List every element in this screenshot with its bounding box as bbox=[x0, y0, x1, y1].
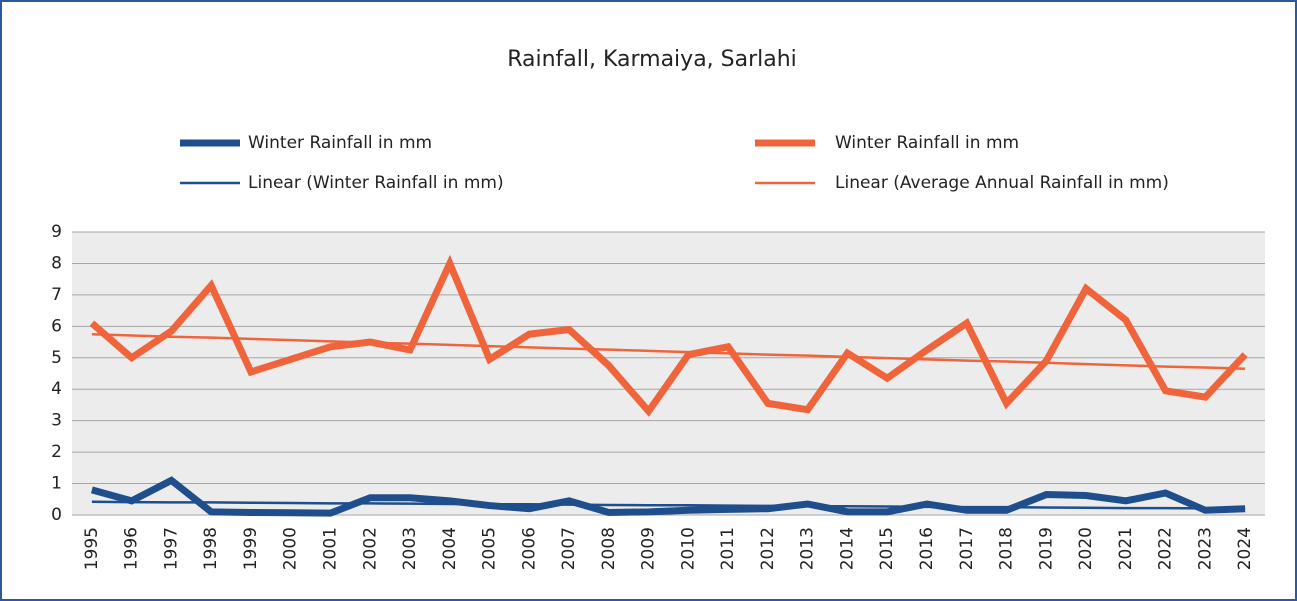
x-tick-label: 2009 bbox=[639, 527, 659, 570]
y-tick-label: 4 bbox=[51, 379, 62, 399]
legend-label: Winter Rainfall in mm bbox=[248, 133, 432, 153]
y-tick-label: 7 bbox=[51, 285, 62, 305]
y-tick-label: 9 bbox=[51, 222, 62, 242]
series-line bbox=[91, 332, 1246, 371]
x-tick-label: 2012 bbox=[758, 527, 778, 570]
x-tick-label: 2002 bbox=[360, 527, 380, 570]
x-tick-label: 2013 bbox=[798, 527, 818, 570]
series-line bbox=[90, 476, 1246, 517]
x-tick-label: 2015 bbox=[877, 527, 897, 570]
x-tick-label: 1997 bbox=[161, 527, 181, 570]
x-tick-label: 2018 bbox=[997, 527, 1017, 570]
x-tick-label: 1998 bbox=[201, 527, 221, 570]
x-tick-label: 2023 bbox=[1195, 527, 1215, 570]
x-tick-label: 1995 bbox=[82, 527, 102, 570]
chart-title: Rainfall, Karmaiya, Sarlahi bbox=[507, 47, 797, 72]
x-tick-label: 1999 bbox=[241, 527, 261, 570]
legend-label: Winter Rainfall in mm bbox=[835, 133, 1019, 153]
y-tick-label: 5 bbox=[51, 348, 62, 368]
legend-label: Linear (Average Annual Rainfall in mm) bbox=[835, 173, 1169, 193]
x-tick-label: 1996 bbox=[122, 527, 142, 570]
x-tick-label: 2022 bbox=[1156, 527, 1176, 570]
x-tick-label: 2016 bbox=[917, 527, 937, 570]
x-tick-label: 2014 bbox=[837, 527, 857, 570]
y-tick-label: 6 bbox=[51, 316, 62, 336]
plot-area bbox=[72, 232, 1265, 515]
x-tick-label: 2010 bbox=[678, 527, 698, 570]
legend-label: Linear (Winter Rainfall in mm) bbox=[248, 173, 504, 193]
y-tick-label: 3 bbox=[51, 411, 62, 431]
x-tick-label: 2024 bbox=[1235, 527, 1255, 570]
x-tick-label: 2000 bbox=[281, 527, 301, 570]
series-line bbox=[91, 500, 1246, 510]
x-tick-label: 2011 bbox=[718, 527, 738, 570]
x-tick-label: 2005 bbox=[480, 527, 500, 570]
x-tick-label: 2020 bbox=[1076, 527, 1096, 570]
x-tick-label: 2007 bbox=[559, 527, 579, 570]
x-tick-label: 2003 bbox=[400, 527, 420, 570]
x-tick-label: 2001 bbox=[320, 527, 340, 570]
x-tick-label: 2017 bbox=[957, 527, 977, 570]
x-tick-label: 2019 bbox=[1036, 527, 1056, 570]
y-tick-label: 8 bbox=[51, 253, 62, 273]
x-tick-label: 2004 bbox=[440, 527, 460, 570]
y-tick-label: 2 bbox=[51, 442, 62, 462]
y-tick-label: 0 bbox=[51, 505, 62, 525]
series-line bbox=[89, 254, 1248, 417]
x-tick-label: 2008 bbox=[599, 527, 619, 570]
x-tick-label: 2021 bbox=[1116, 527, 1136, 570]
y-tick-label: 1 bbox=[51, 474, 62, 494]
x-tick-label: 2006 bbox=[519, 527, 539, 570]
